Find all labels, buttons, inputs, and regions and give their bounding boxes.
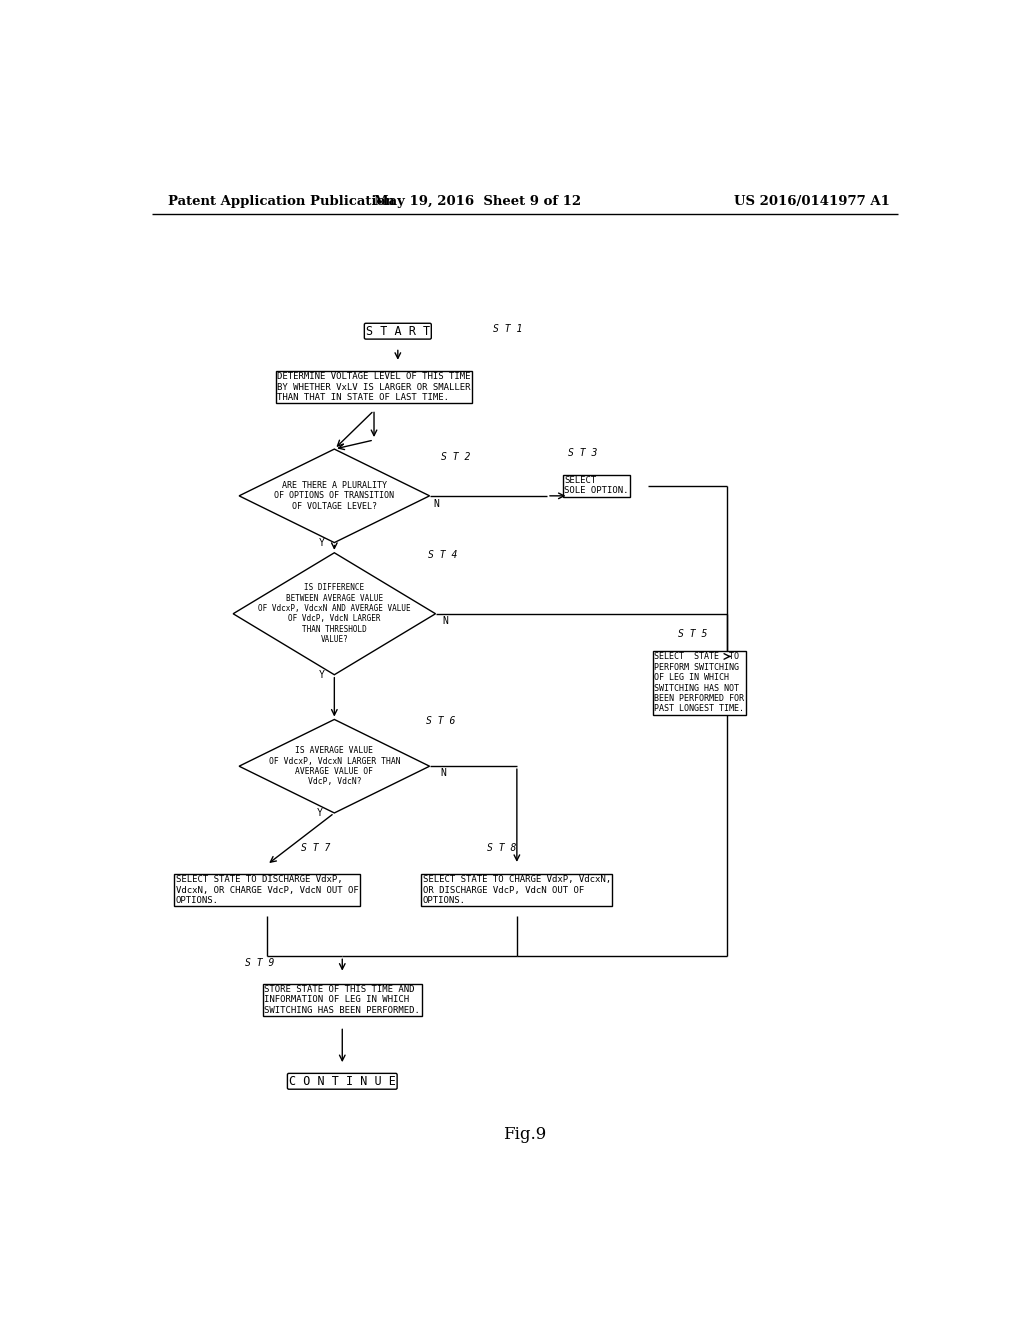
Text: S T 1: S T 1 — [494, 325, 522, 334]
Text: C O N T I N U E: C O N T I N U E — [289, 1074, 395, 1088]
Polygon shape — [240, 449, 430, 543]
Text: SELECT STATE TO CHARGE VdxP, VdcxN,
OR DISCHARGE VdcP, VdcN OUT OF
OPTIONS.: SELECT STATE TO CHARGE VdxP, VdcxN, OR D… — [423, 875, 611, 906]
Text: S T 5: S T 5 — [678, 630, 708, 639]
Text: SELECT  STATE  TO
PERFORM SWITCHING
OF LEG IN WHICH
SWITCHING HAS NOT
BEEN PERFO: SELECT STATE TO PERFORM SWITCHING OF LEG… — [654, 652, 744, 713]
Text: Y: Y — [318, 537, 325, 548]
Text: ARE THERE A PLURALITY
OF OPTIONS OF TRANSITION
OF VOLTAGE LEVEL?: ARE THERE A PLURALITY OF OPTIONS OF TRAN… — [274, 480, 394, 511]
Text: S T 3: S T 3 — [568, 449, 598, 458]
Text: S T 8: S T 8 — [486, 842, 516, 853]
Text: IS AVERAGE VALUE
OF VdcxP, VdcxN LARGER THAN
AVERAGE VALUE OF
VdcP, VdcN?: IS AVERAGE VALUE OF VdcxP, VdcxN LARGER … — [268, 746, 400, 787]
Text: SELECT
SOLE OPTION.: SELECT SOLE OPTION. — [564, 477, 629, 495]
Text: S T 2: S T 2 — [441, 453, 471, 462]
Text: S T 9: S T 9 — [246, 958, 274, 969]
Text: Patent Application Publication: Patent Application Publication — [168, 194, 394, 207]
Polygon shape — [233, 553, 435, 675]
Text: Y: Y — [316, 808, 323, 818]
Text: Y: Y — [318, 669, 325, 680]
Text: N: N — [442, 616, 449, 626]
Text: May 19, 2016  Sheet 9 of 12: May 19, 2016 Sheet 9 of 12 — [374, 194, 581, 207]
Text: Fig.9: Fig.9 — [503, 1126, 547, 1143]
Text: S T 6: S T 6 — [426, 717, 455, 726]
Text: US 2016/0141977 A1: US 2016/0141977 A1 — [734, 194, 890, 207]
Text: DETERMINE VOLTAGE LEVEL OF THIS TIME
BY WHETHER VxLV IS LARGER OR SMALLER
THAN T: DETERMINE VOLTAGE LEVEL OF THIS TIME BY … — [278, 372, 471, 403]
Text: N: N — [434, 499, 439, 510]
Text: SELECT STATE TO DISCHARGE VdxP,
VdcxN, OR CHARGE VdcP, VdcN OUT OF
OPTIONS.: SELECT STATE TO DISCHARGE VdxP, VdcxN, O… — [175, 875, 358, 906]
Text: S T 7: S T 7 — [301, 842, 331, 853]
Text: S T 4: S T 4 — [428, 550, 458, 560]
Text: N: N — [440, 768, 446, 779]
Text: STORE STATE OF THIS TIME AND
INFORMATION OF LEG IN WHICH
SWITCHING HAS BEEN PERF: STORE STATE OF THIS TIME AND INFORMATION… — [264, 985, 420, 1015]
Polygon shape — [240, 719, 430, 813]
Text: IS DIFFERENCE
BETWEEN AVERAGE VALUE
OF VdcxP, VdcxN AND AVERAGE VALUE
OF VdcP, V: IS DIFFERENCE BETWEEN AVERAGE VALUE OF V… — [258, 583, 411, 644]
Text: S T A R T: S T A R T — [366, 325, 430, 338]
